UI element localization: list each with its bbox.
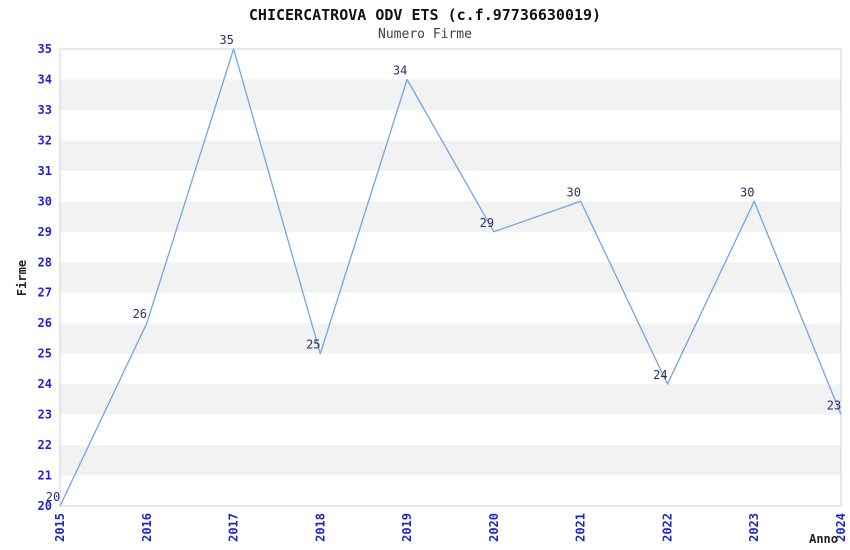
y-axis-label: Firme: [15, 260, 29, 296]
x-tick-label: 2018: [313, 513, 327, 542]
y-tick-label: 27: [38, 286, 52, 300]
plot-border: [59, 48, 842, 507]
y-tick-label: 20: [38, 499, 52, 513]
data-label: 25: [306, 338, 320, 352]
grid-stripe: [60, 292, 841, 324]
grid-stripe: [60, 170, 841, 202]
y-tick-label: 26: [38, 316, 52, 330]
data-label: 35: [219, 33, 233, 47]
data-label: 26: [133, 307, 147, 321]
y-tick-label: 34: [38, 73, 52, 87]
x-tick-label: 2017: [227, 513, 241, 542]
x-tick-label: 2019: [400, 513, 414, 542]
data-label: 34: [393, 64, 407, 78]
data-line: [59, 48, 842, 507]
grid-stripe: [60, 384, 841, 415]
x-tick-label: 2020: [487, 513, 501, 542]
y-tick-label: 29: [38, 225, 52, 239]
grid-stripe: [60, 323, 841, 354]
y-tick-label: 31: [38, 164, 52, 178]
data-label: 23: [827, 399, 841, 413]
grid-stripe: [60, 414, 841, 446]
y-tick-label: 35: [38, 42, 52, 56]
grid-stripe: [60, 49, 841, 80]
y-tick-label: 32: [38, 133, 52, 147]
data-label: 30: [740, 185, 754, 199]
x-tick-label: 2015: [53, 513, 67, 542]
grid-stripe: [60, 353, 841, 385]
y-tick-label: 22: [38, 438, 52, 452]
y-tick-label: 33: [38, 103, 52, 117]
x-tick-label: 2023: [747, 513, 761, 542]
x-tick-label: 2021: [574, 513, 588, 542]
grid-stripe: [60, 201, 841, 232]
grid-stripe: [60, 109, 841, 141]
x-tick-label: 2024: [834, 513, 848, 542]
y-tick-label: 25: [38, 347, 52, 361]
x-tick-label: 2016: [140, 513, 154, 542]
y-tick-label: 23: [38, 408, 52, 422]
data-label: 30: [566, 185, 580, 199]
x-axis-label: Anno: [809, 532, 838, 546]
grid-stripe: [60, 79, 841, 110]
chart-title: CHICERCATROVA ODV ETS (c.f.97736630019): [248, 6, 602, 24]
y-tick-label: 21: [38, 469, 52, 483]
x-tick-label: 2022: [660, 513, 674, 542]
data-label: 24: [653, 368, 667, 382]
grid-stripe: [60, 231, 841, 263]
y-tick-label: 28: [38, 255, 52, 269]
grid-stripe: [60, 262, 841, 293]
grid-stripe: [60, 445, 841, 476]
y-tick-label: 30: [38, 194, 52, 208]
data-label: 29: [480, 216, 494, 230]
data-label: 20: [46, 490, 60, 504]
y-tick-label: 24: [38, 377, 52, 391]
grid-stripe: [60, 475, 841, 506]
chart-subtitle: Numero Firme: [378, 27, 472, 42]
